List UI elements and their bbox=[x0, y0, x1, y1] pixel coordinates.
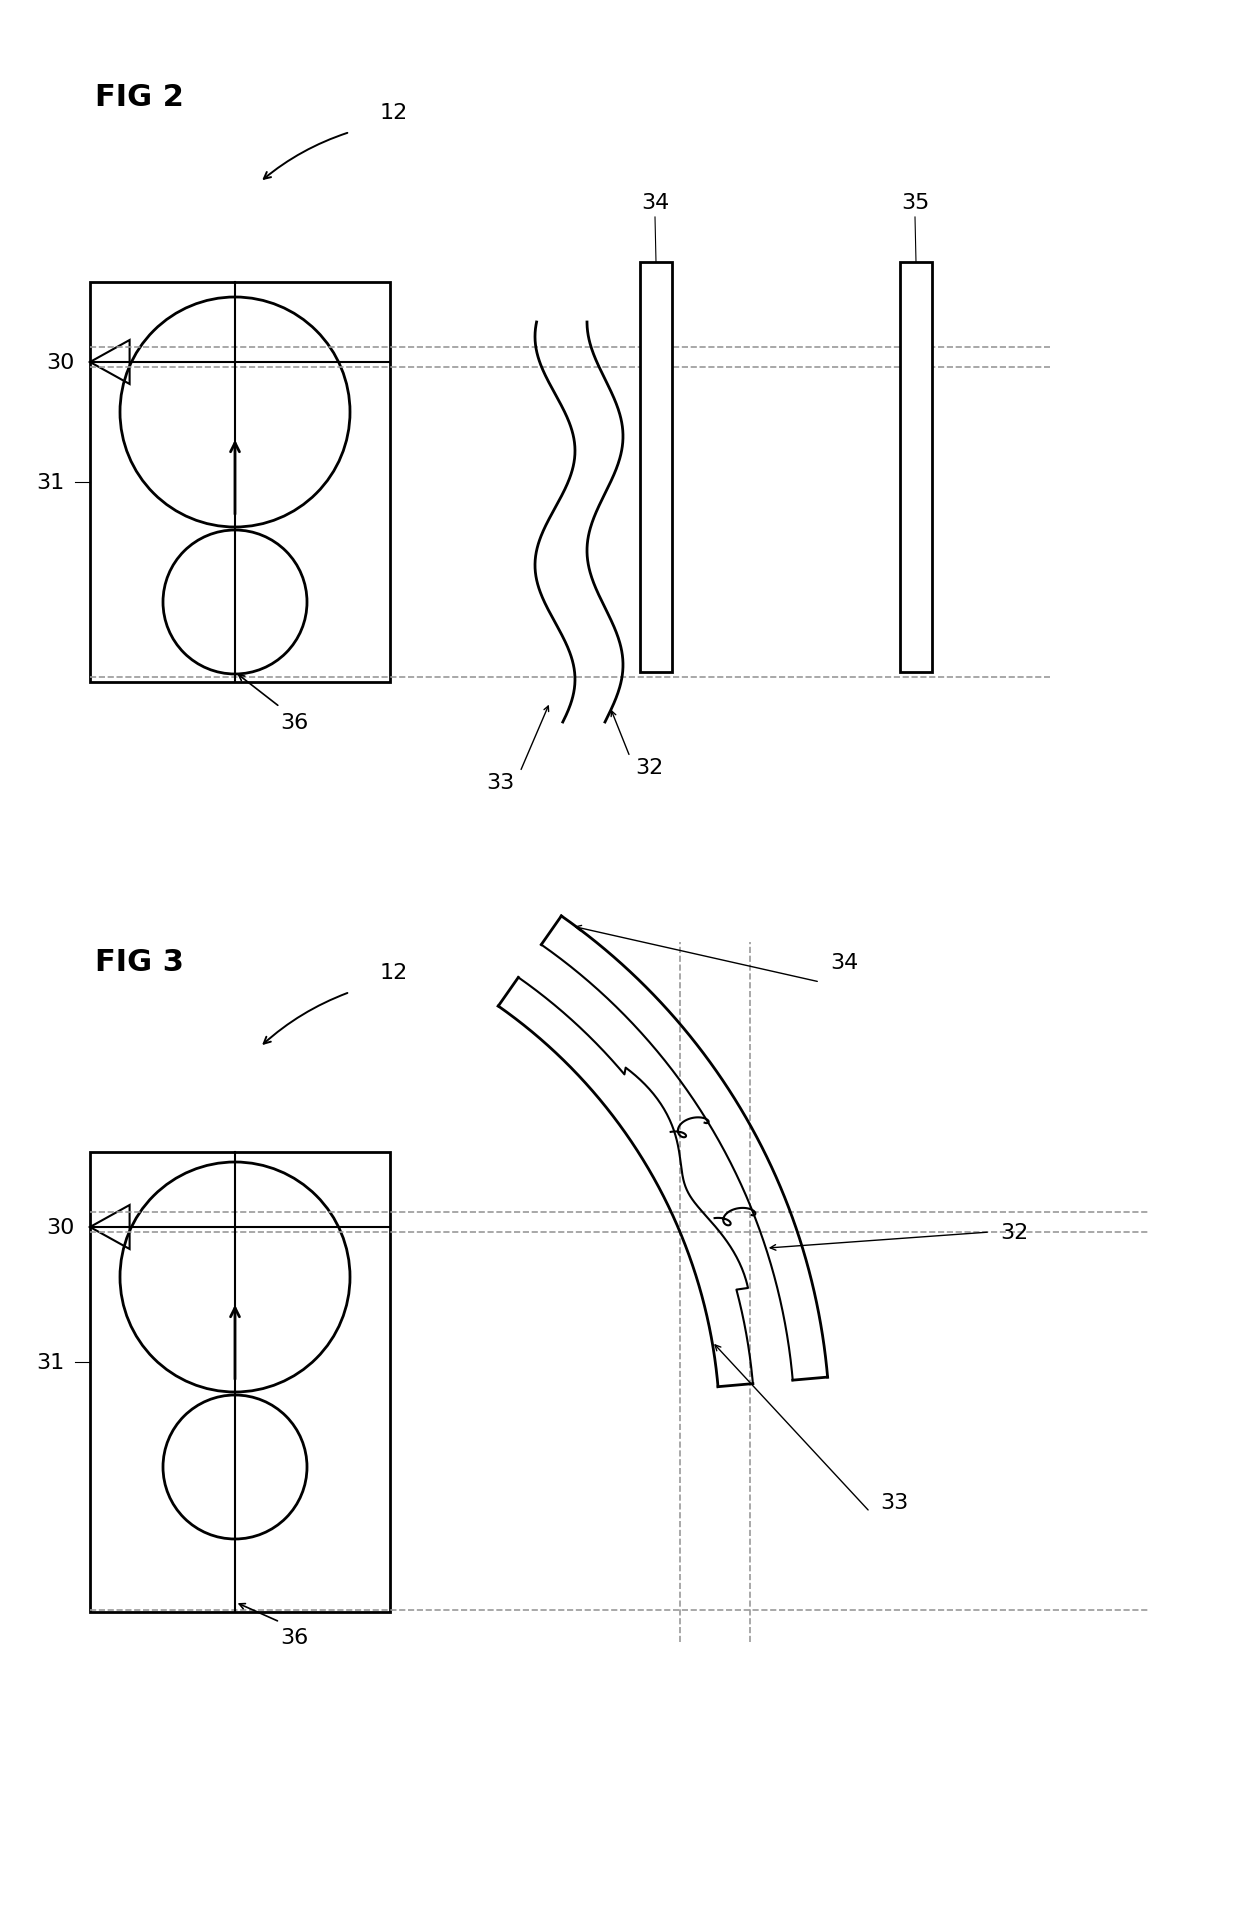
Text: 34: 34 bbox=[641, 193, 670, 213]
Text: 36: 36 bbox=[280, 713, 309, 732]
Bar bbox=[91, 282, 391, 682]
Text: 31: 31 bbox=[37, 1352, 64, 1372]
Text: 34: 34 bbox=[830, 952, 858, 972]
Bar bbox=[91, 1151, 391, 1611]
Text: 12: 12 bbox=[379, 962, 408, 983]
Bar bbox=[640, 263, 672, 672]
Text: 32: 32 bbox=[999, 1223, 1028, 1242]
Text: 33: 33 bbox=[487, 773, 515, 792]
Text: 30: 30 bbox=[47, 354, 74, 373]
Text: 30: 30 bbox=[47, 1217, 74, 1236]
Text: 33: 33 bbox=[880, 1492, 908, 1513]
Bar bbox=[900, 263, 932, 672]
Text: 35: 35 bbox=[900, 193, 929, 213]
Text: FIG 3: FIG 3 bbox=[95, 947, 184, 976]
Text: 32: 32 bbox=[635, 757, 663, 777]
Text: FIG 2: FIG 2 bbox=[95, 83, 184, 112]
Text: 12: 12 bbox=[379, 102, 408, 124]
Text: 31: 31 bbox=[37, 473, 64, 493]
Text: 36: 36 bbox=[280, 1627, 309, 1648]
